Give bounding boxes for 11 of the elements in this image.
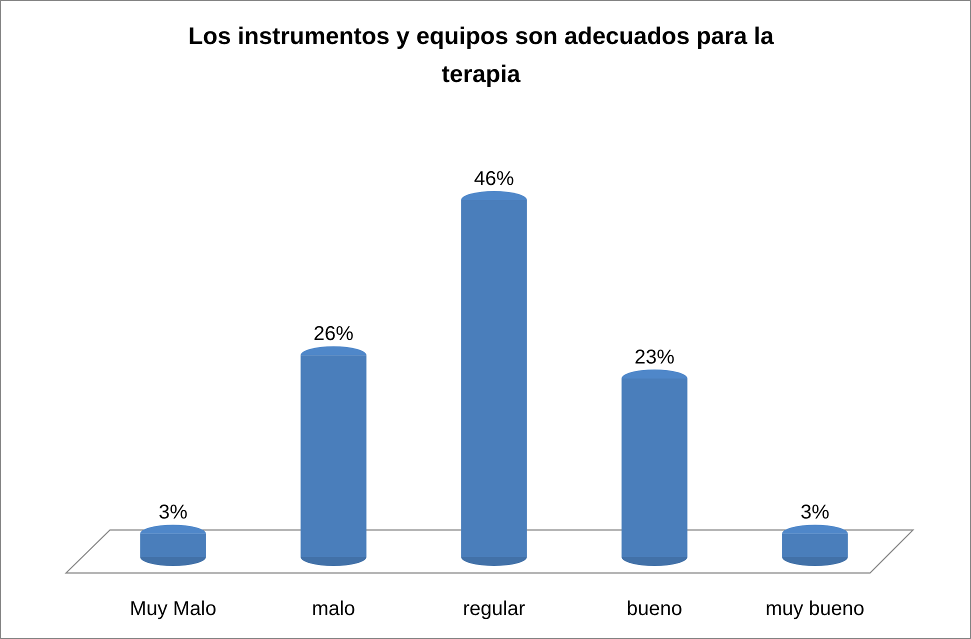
data-label: 23%: [634, 346, 675, 368]
data-label: 3%: [800, 502, 830, 524]
data-label: 46%: [474, 168, 514, 190]
x-tick-label: regular: [462, 598, 526, 620]
x-tick-label: muy bueno: [765, 598, 864, 620]
x-tick-label: bueno: [626, 598, 682, 620]
data-label: 3%: [158, 502, 188, 524]
x-tick-label: Muy Malo: [130, 598, 216, 620]
x-tick-label: malo: [312, 598, 356, 620]
chart-title: Los instrumentos y equipos son adecuados para la terapia: [188, 23, 774, 88]
data-label: 26%: [314, 323, 354, 346]
